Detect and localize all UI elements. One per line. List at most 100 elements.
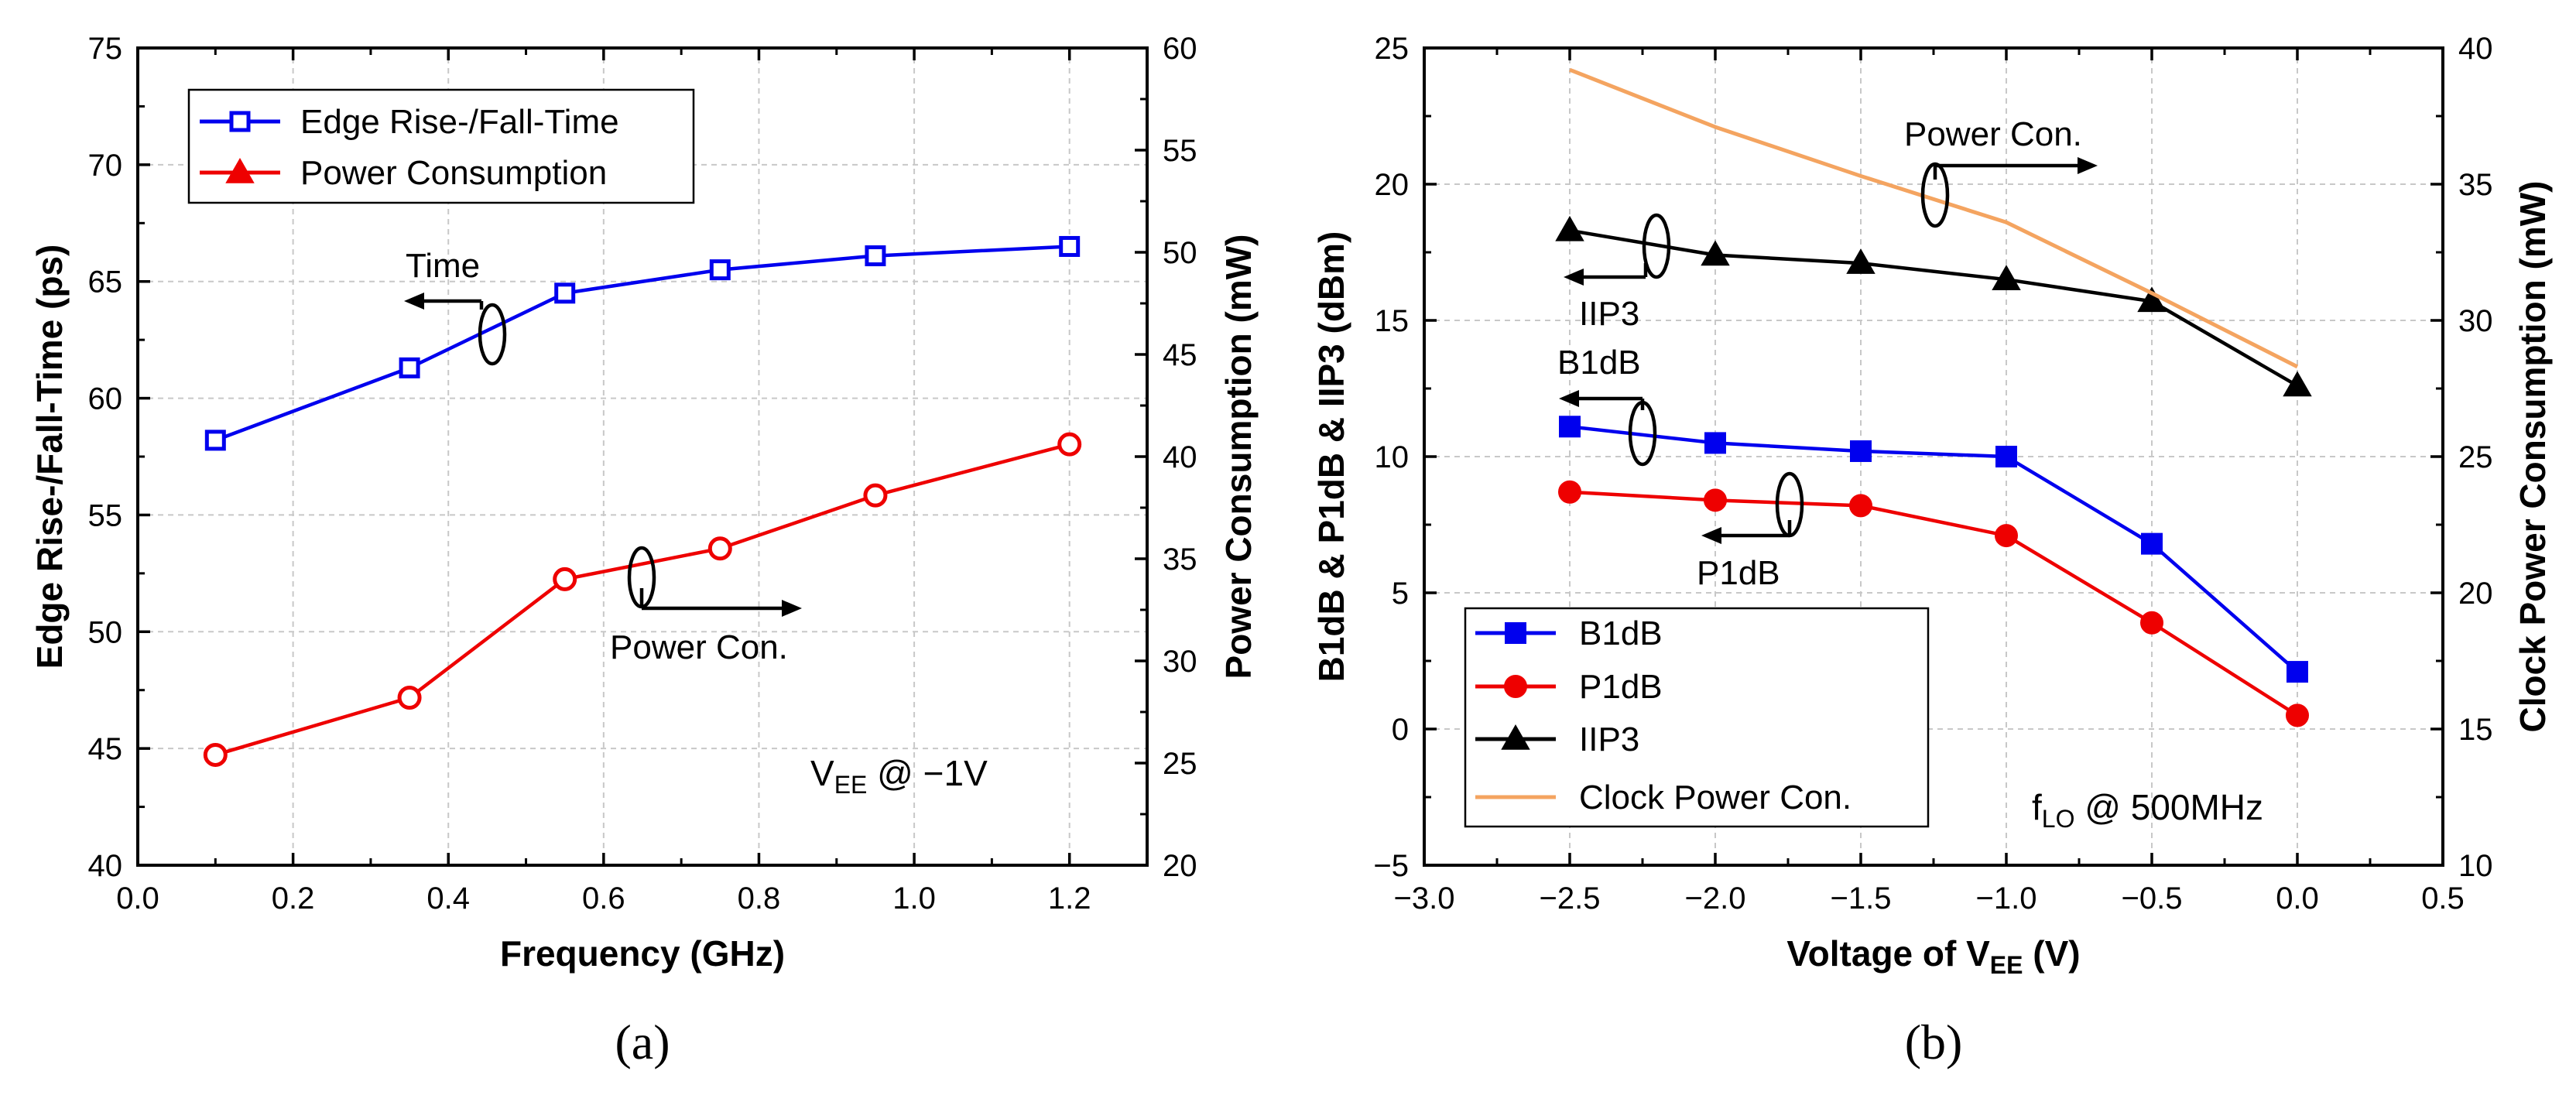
annotation-flo: fLO @ 500MHz — [2032, 787, 2263, 833]
data-point — [1559, 416, 1581, 438]
y-left-tick-label: 10 — [1375, 440, 1410, 474]
panel-label: (b) — [1905, 1015, 1963, 1070]
annotation-vee: VEE @ −1V — [810, 753, 988, 799]
y-left-tick-label: 55 — [88, 498, 123, 532]
y-right-tick-label: 35 — [1163, 543, 1197, 577]
annotation-b1db-arrow-head — [1559, 390, 1579, 407]
annotations: Time Power Con. VEE @ −1V — [404, 247, 988, 799]
legend-label: B1dB — [1579, 614, 1663, 652]
data-point — [397, 686, 422, 710]
y-right-tick-label: 30 — [2458, 304, 2493, 338]
x-tick-label: −2.0 — [1685, 881, 1746, 916]
y-left-tick-label: 20 — [1375, 168, 1410, 202]
y-left-tick-label: 70 — [88, 149, 123, 183]
data-point — [2141, 532, 2163, 555]
y-right-axis-label: Power Consumption (mW) — [1218, 234, 1259, 679]
annotation-time-arrow-head — [404, 293, 424, 310]
x-axis-label-sub: EE — [1990, 951, 2023, 979]
data-point — [865, 245, 886, 267]
x-tick-label: 0.8 — [738, 881, 781, 916]
y-right-tick-label: 10 — [2458, 849, 2493, 883]
x-tick-label: 1.0 — [892, 881, 936, 916]
data-point — [2137, 286, 2167, 313]
series-edge-rise-fall-time — [204, 235, 1081, 451]
legend-marker — [1504, 675, 1527, 698]
annotation-power-label: Power Con. — [1904, 115, 2082, 153]
data-point — [1555, 215, 1584, 241]
y-left-tick-label: 75 — [88, 32, 123, 66]
data-point — [554, 282, 576, 304]
y-left-tick-label: 50 — [88, 615, 123, 649]
x-tick-label: 0.6 — [582, 881, 625, 916]
legend-entry: B1dB — [1475, 614, 1663, 652]
data-point — [1701, 240, 1730, 266]
legend-entry: Edge Rise-/Fall-Time — [200, 103, 619, 141]
data-point — [1059, 235, 1081, 257]
series-line — [1569, 490, 2299, 717]
data-point — [399, 357, 420, 378]
legend-marker — [1505, 622, 1526, 644]
data-point — [1704, 432, 1726, 454]
annotation-vee-rest: @ −1V — [867, 753, 988, 793]
annotation-vee-sub: EE — [834, 771, 868, 799]
data-point — [2286, 703, 2309, 727]
data-point — [2140, 611, 2163, 635]
legend-entry: IIP3 — [1475, 721, 1639, 758]
data-point — [1846, 248, 1875, 274]
legend-label: Clock Power Con. — [1579, 779, 1852, 816]
legend-box — [187, 88, 695, 204]
data-point — [709, 259, 731, 281]
panel-label: (a) — [615, 1015, 670, 1070]
x-tick-label: −3.0 — [1394, 881, 1455, 916]
annotation-iip3-ellipse — [1642, 213, 1671, 279]
annotation-flo-rest: @ 500MHz — [2074, 787, 2263, 827]
annotation-power-label: Power Con. — [610, 628, 788, 666]
annotation-b1db-label: B1dB — [1557, 344, 1641, 382]
legend-label: Edge Rise-/Fall-Time — [300, 103, 619, 141]
legend-entry: P1dB — [1475, 668, 1663, 706]
x-tick-label: −0.5 — [2122, 881, 2183, 916]
x-axis-label-main: Voltage of V — [1786, 933, 1990, 974]
annotation-iip3-arrow-head — [1564, 269, 1584, 286]
series-b1db — [1559, 416, 2308, 683]
data-point — [1995, 524, 2018, 548]
gridlines — [1424, 48, 2443, 865]
y-left-tick-label: −5 — [1373, 849, 1409, 883]
x-axis-label-rest: (V) — [2023, 933, 2080, 974]
annotation-flo-sub: LO — [2042, 805, 2075, 833]
data-point — [204, 430, 226, 451]
data-point — [1992, 265, 2021, 290]
x-axis-label: Voltage of VEE (V) — [1786, 933, 2080, 979]
data-point — [203, 742, 228, 767]
y-right-tick-label: 15 — [2458, 713, 2493, 747]
y-left-tick-label: 0 — [1392, 713, 1409, 747]
x-tick-label: 0.0 — [116, 881, 159, 916]
y-right-tick-label: 45 — [1163, 338, 1197, 372]
annotation-p1db-label: P1dB — [1697, 554, 1780, 592]
annotation-iip3-label: IIP3 — [1579, 295, 1639, 333]
annotation-time-ellipse — [478, 303, 507, 366]
data-point — [1558, 480, 1581, 504]
legend-marker — [225, 157, 255, 183]
x-tick-label: 0.5 — [2421, 881, 2465, 916]
y-left-tick-label: 15 — [1375, 304, 1410, 338]
y-left-tick-label: 40 — [88, 849, 123, 883]
y-right-tick-label: 30 — [1163, 645, 1197, 679]
y-right-tick-label: 20 — [2458, 577, 2493, 611]
annotation-p1db-arrow-head — [1701, 527, 1721, 544]
y-right-tick-label: 60 — [1163, 32, 1197, 66]
chart-panel-a: 0.0 0.2 0.4 0.6 0.8 1.0 1.2 40 45 50 55 60 65 70 75 20 2… — [29, 32, 1259, 1070]
y-right-tick-label: 40 — [2458, 32, 2493, 66]
series-line — [214, 245, 1070, 442]
legend-label: IIP3 — [1579, 721, 1639, 758]
series-power-consumption — [203, 432, 1082, 767]
annotation-time-label: Time — [406, 247, 480, 285]
legend-entry: Power Consumption — [200, 154, 607, 192]
y-right-tick-label: 35 — [2458, 168, 2493, 202]
data-point — [1850, 440, 1872, 462]
legend-label: Power Consumption — [300, 154, 607, 192]
annotation-power-arrow-head — [2078, 157, 2098, 174]
annotation-vee-main: V — [810, 753, 834, 793]
data-point — [863, 483, 888, 508]
